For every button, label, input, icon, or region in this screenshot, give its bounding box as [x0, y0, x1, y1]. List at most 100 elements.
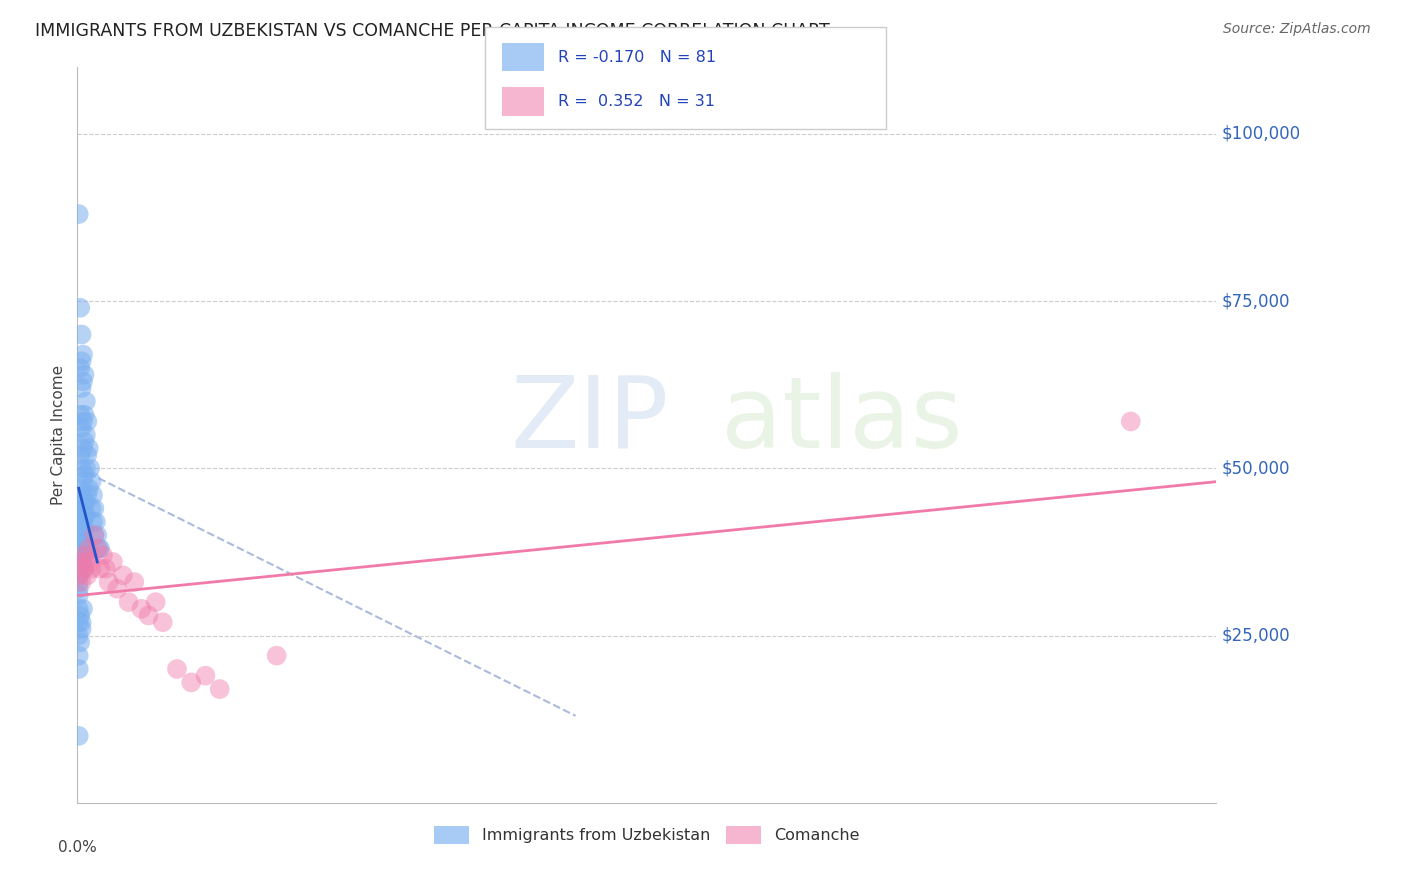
- Point: [70, 521, 93, 535]
- Point: [73, 508, 96, 523]
- Point: [124, 575, 146, 590]
- Point: [194, 669, 217, 683]
- Point: [75, 555, 97, 569]
- Point: [80, 475, 103, 489]
- Point: [105, 582, 128, 596]
- Point: [67, 568, 90, 582]
- Point: [77, 482, 100, 496]
- Point: [72, 602, 94, 616]
- Point: [73, 467, 96, 482]
- Point: [86, 528, 108, 542]
- Point: [72, 528, 94, 542]
- Point: [70, 354, 93, 368]
- Point: [131, 602, 153, 616]
- Point: [75, 427, 97, 442]
- Point: [72, 475, 94, 489]
- Point: [82, 488, 104, 502]
- Point: [69, 361, 91, 376]
- Point: [72, 541, 94, 556]
- Point: [75, 461, 97, 475]
- Point: [91, 548, 114, 563]
- Point: [73, 408, 96, 422]
- Point: [73, 521, 96, 535]
- Point: [72, 562, 94, 576]
- Point: [84, 515, 107, 529]
- Point: [101, 555, 124, 569]
- Point: [70, 327, 93, 342]
- Point: [77, 441, 100, 455]
- Point: [67, 662, 90, 676]
- Point: [97, 575, 120, 590]
- Point: [67, 648, 90, 663]
- Point: [70, 488, 93, 502]
- Point: [72, 501, 94, 516]
- Point: [70, 461, 93, 475]
- Point: [69, 408, 91, 422]
- Point: [70, 615, 93, 630]
- Text: R = -0.170   N = 81: R = -0.170 N = 81: [558, 50, 716, 64]
- Point: [77, 541, 100, 556]
- Point: [72, 414, 94, 428]
- Point: [67, 562, 90, 576]
- Point: [73, 534, 96, 549]
- Point: [67, 582, 90, 596]
- Point: [67, 602, 90, 616]
- Text: Source: ZipAtlas.com: Source: ZipAtlas.com: [1223, 22, 1371, 37]
- Point: [89, 541, 111, 556]
- Text: ZIP: ZIP: [510, 372, 668, 468]
- Point: [70, 508, 93, 523]
- Point: [76, 488, 98, 502]
- Point: [72, 375, 94, 389]
- Text: $25,000: $25,000: [1222, 626, 1291, 645]
- Point: [72, 555, 94, 569]
- Point: [83, 528, 105, 542]
- Point: [67, 555, 90, 569]
- Point: [69, 501, 91, 516]
- Point: [138, 608, 160, 623]
- Point: [1119, 414, 1142, 428]
- Point: [208, 681, 231, 696]
- Point: [82, 515, 104, 529]
- Point: [76, 414, 98, 428]
- Point: [69, 608, 91, 623]
- Point: [86, 541, 108, 556]
- Text: $75,000: $75,000: [1222, 292, 1291, 310]
- Point: [69, 482, 91, 496]
- Point: [69, 635, 91, 649]
- Point: [117, 595, 139, 609]
- Point: [69, 301, 91, 315]
- Point: [73, 434, 96, 449]
- Point: [72, 348, 94, 362]
- Point: [166, 662, 188, 676]
- Text: $50,000: $50,000: [1222, 459, 1291, 477]
- Point: [67, 555, 90, 569]
- Point: [145, 595, 167, 609]
- Y-axis label: Per Capita Income: Per Capita Income: [51, 365, 66, 505]
- Point: [67, 207, 90, 221]
- Point: [67, 729, 90, 743]
- Point: [152, 615, 174, 630]
- Point: [67, 541, 90, 556]
- Legend: Immigrants from Uzbekistan, Comanche: Immigrants from Uzbekistan, Comanche: [427, 820, 866, 850]
- Point: [69, 494, 91, 508]
- Text: $100,000: $100,000: [1222, 125, 1301, 143]
- Point: [67, 628, 90, 642]
- Point: [75, 494, 97, 508]
- Point: [70, 534, 93, 549]
- Point: [94, 562, 117, 576]
- Point: [70, 381, 93, 395]
- Point: [76, 448, 98, 462]
- Point: [67, 589, 90, 603]
- Point: [89, 562, 111, 576]
- Text: 0.0%: 0.0%: [58, 839, 97, 855]
- Text: IMMIGRANTS FROM UZBEKISTAN VS COMANCHE PER CAPITA INCOME CORRELATION CHART: IMMIGRANTS FROM UZBEKISTAN VS COMANCHE P…: [35, 22, 830, 40]
- Point: [69, 555, 91, 569]
- Point: [266, 648, 288, 663]
- Point: [87, 541, 110, 556]
- Point: [69, 541, 91, 556]
- Point: [83, 501, 105, 516]
- Point: [72, 515, 94, 529]
- Point: [73, 548, 96, 563]
- Point: [73, 368, 96, 382]
- Point: [79, 461, 101, 475]
